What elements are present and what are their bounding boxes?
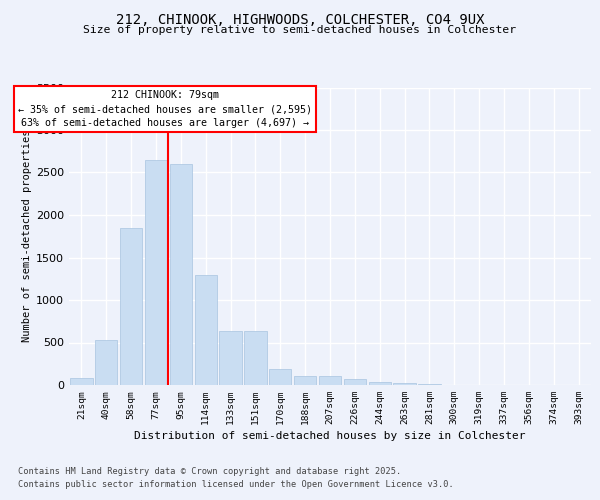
Bar [368,382,391,385]
Text: Size of property relative to semi-detached houses in Colchester: Size of property relative to semi-detach… [83,25,517,35]
Bar [269,369,292,385]
Text: Contains public sector information licensed under the Open Government Licence v3: Contains public sector information licen… [18,480,454,489]
Bar [418,384,440,385]
Bar [95,340,118,385]
Bar [244,332,266,385]
Bar [394,383,416,385]
Bar [170,164,192,385]
Bar [145,160,167,385]
X-axis label: Distribution of semi-detached houses by size in Colchester: Distribution of semi-detached houses by … [134,432,526,442]
Bar [344,380,366,385]
Text: Contains HM Land Registry data © Crown copyright and database right 2025.: Contains HM Land Registry data © Crown c… [18,467,401,476]
Bar [294,376,316,385]
Bar [70,378,92,385]
Bar [220,332,242,385]
Bar [120,228,142,385]
Bar [194,274,217,385]
Text: 212 CHINOOK: 79sqm
← 35% of semi-detached houses are smaller (2,595)
63% of semi: 212 CHINOOK: 79sqm ← 35% of semi-detache… [17,90,312,128]
Y-axis label: Number of semi-detached properties: Number of semi-detached properties [22,130,32,342]
Bar [319,376,341,385]
Text: 212, CHINOOK, HIGHWOODS, COLCHESTER, CO4 9UX: 212, CHINOOK, HIGHWOODS, COLCHESTER, CO4… [116,12,484,26]
